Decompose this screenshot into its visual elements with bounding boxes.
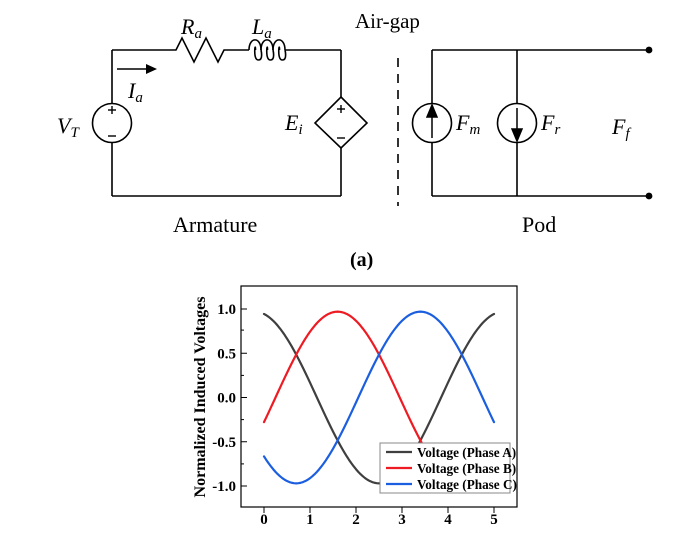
svg-text:0: 0	[260, 512, 268, 528]
svg-text:3: 3	[398, 512, 406, 528]
svg-text:Normalized Induced Voltages: Normalized Induced Voltages	[192, 297, 209, 498]
svg-text:Voltage (Phase A): Voltage (Phase A)	[417, 445, 516, 460]
svg-text:0.0: 0.0	[217, 391, 236, 407]
svg-text:1.0: 1.0	[217, 302, 236, 318]
svg-text:2: 2	[352, 512, 360, 528]
svg-text:Air-gap: Air-gap	[355, 9, 420, 33]
svg-text:4: 4	[444, 512, 452, 528]
svg-text:Pod: Pod	[522, 212, 556, 237]
svg-text:-1.0: -1.0	[212, 479, 236, 495]
svg-text:1: 1	[306, 512, 314, 528]
svg-text:Voltage (Phase B): Voltage (Phase B)	[417, 461, 516, 476]
svg-text:0.5: 0.5	[217, 346, 236, 362]
svg-text:(a): (a)	[350, 249, 373, 271]
svg-text:5: 5	[490, 512, 498, 528]
svg-text:-0.5: -0.5	[212, 435, 236, 451]
svg-text:Voltage (Phase C): Voltage (Phase C)	[417, 477, 517, 492]
svg-text:Armature: Armature	[173, 212, 257, 237]
